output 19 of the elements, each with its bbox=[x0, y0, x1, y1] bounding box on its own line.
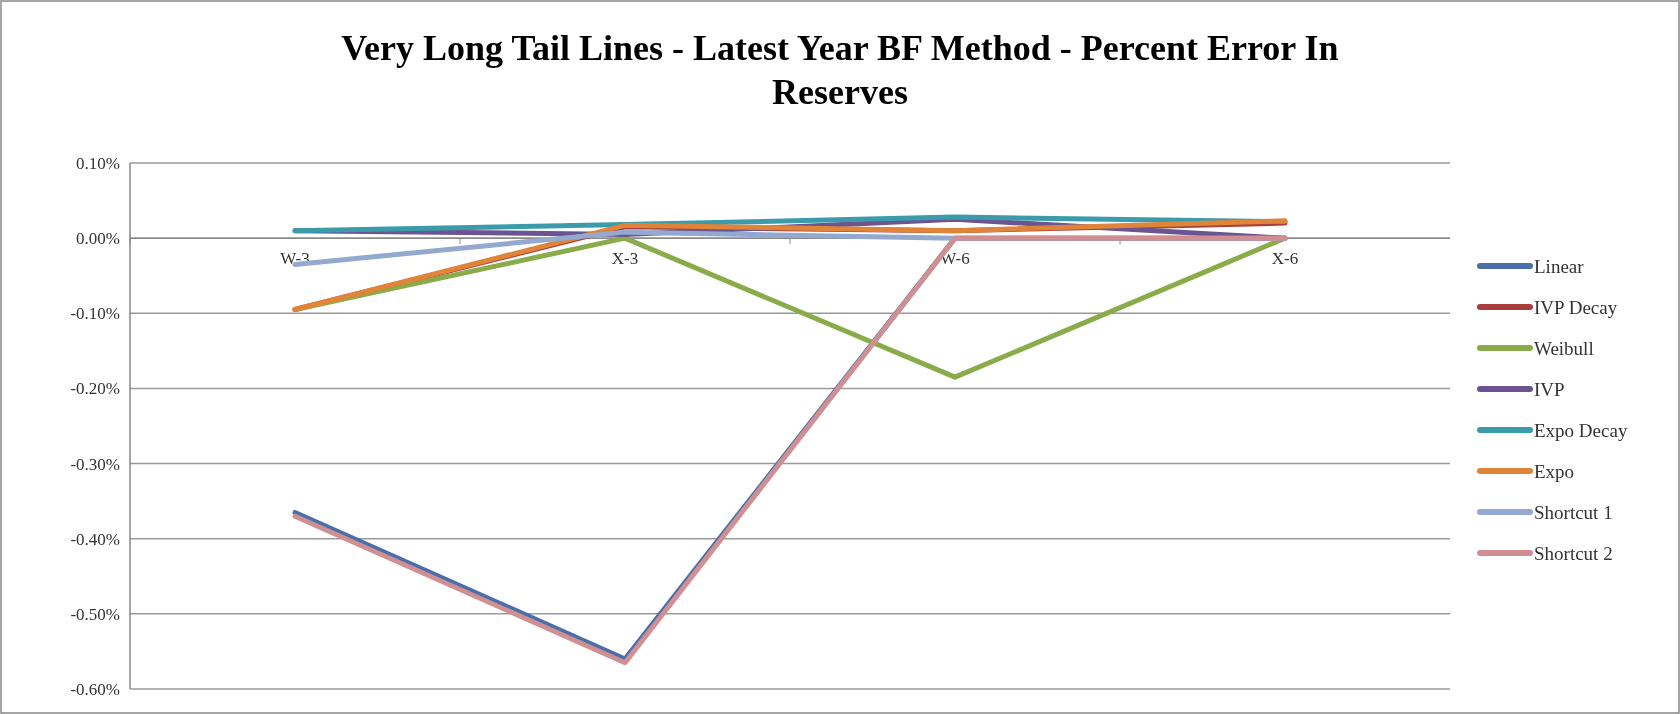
y-tick-label: -0.60% bbox=[70, 679, 120, 699]
y-tick-label: -0.30% bbox=[70, 454, 120, 474]
legend-label: IVP Decay bbox=[1534, 296, 1618, 318]
y-tick-label: 0.00% bbox=[76, 229, 120, 249]
y-tick-label: -0.10% bbox=[70, 304, 120, 324]
legend-label: Expo Decay bbox=[1534, 419, 1628, 441]
legend-label: Linear bbox=[1534, 255, 1585, 277]
legend-label: IVP bbox=[1534, 378, 1565, 400]
x-tick-label: X-3 bbox=[611, 249, 639, 269]
legend-label: Shortcut 1 bbox=[1534, 501, 1613, 523]
y-tick-label: -0.20% bbox=[70, 379, 120, 399]
y-tick-label: -0.40% bbox=[70, 529, 120, 549]
x-tick-label: X-6 bbox=[1271, 249, 1299, 269]
legend-label: Expo bbox=[1534, 460, 1575, 482]
chart-title: Very Long Tail Lines - Latest Year BF Method - Percent Error In Reserves bbox=[341, 28, 1339, 112]
y-tick-label: 0.10% bbox=[76, 153, 120, 173]
legend-label: Shortcut 2 bbox=[1534, 542, 1613, 564]
y-tick-label: -0.50% bbox=[70, 604, 120, 624]
legend-label: Weibull bbox=[1534, 337, 1594, 359]
